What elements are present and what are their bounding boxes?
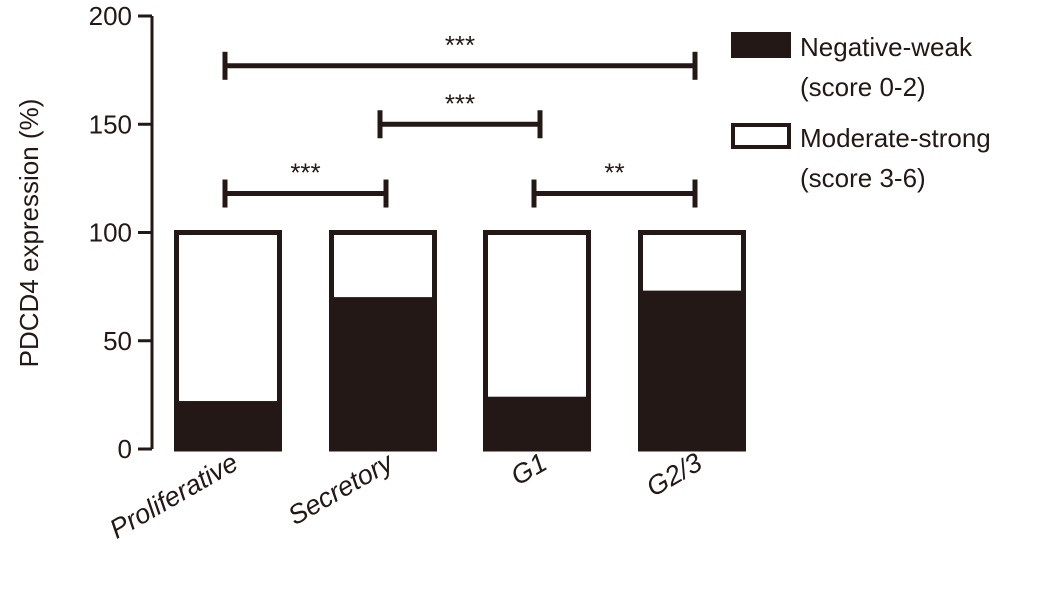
bar-secretory-series-0 — [329, 297, 437, 452]
x-tick-label-1: Secretory — [283, 446, 399, 531]
sig-label-2: ** — [604, 158, 624, 188]
legend-swatch-0 — [731, 32, 791, 58]
y-tick-label-3: 150 — [89, 109, 132, 139]
bar-secretory-series-1 — [329, 230, 437, 303]
axes: 0 50 100 150 200 — [89, 1, 154, 464]
bar-g2-3-series-1 — [638, 230, 746, 296]
bar-g1-series-0 — [483, 396, 591, 452]
bars: Proliferative Secretory G1 G2/3 — [105, 230, 746, 544]
legend-label-1-line-1: (score 3-6) — [800, 163, 926, 193]
legend-label-0-line-1: (score 0-2) — [800, 72, 926, 102]
legend-swatch-1 — [731, 123, 791, 149]
sig-label-1: *** — [445, 88, 475, 118]
legend-label-1-line-0: Moderate-strong — [800, 123, 991, 153]
y-tick-label-2: 100 — [89, 218, 132, 248]
legend: Negative-weak (score 0-2) Moderate-strong (… — [731, 32, 991, 193]
significance-brackets: *********** — [222, 30, 698, 208]
bar-proliferative-series-0 — [174, 401, 282, 452]
y-tick-label-1: 50 — [103, 326, 132, 356]
sig-label-3: *** — [445, 30, 475, 60]
legend-label-0-line-0: Negative-weak — [800, 32, 973, 62]
y-tick-label-0: 0 — [118, 434, 132, 464]
y-tick-label-4: 200 — [89, 1, 132, 31]
x-tick-label-3: G2/3 — [641, 447, 707, 502]
sig-label-0: *** — [290, 158, 320, 188]
bar-g1-series-1 — [483, 230, 591, 402]
x-tick-label-2: G1 — [506, 447, 552, 491]
bar-g2-3-series-0 — [638, 290, 746, 452]
y-axis-label: PDCD4 expression (%) — [14, 99, 44, 368]
bar-proliferative-series-1 — [174, 230, 282, 407]
